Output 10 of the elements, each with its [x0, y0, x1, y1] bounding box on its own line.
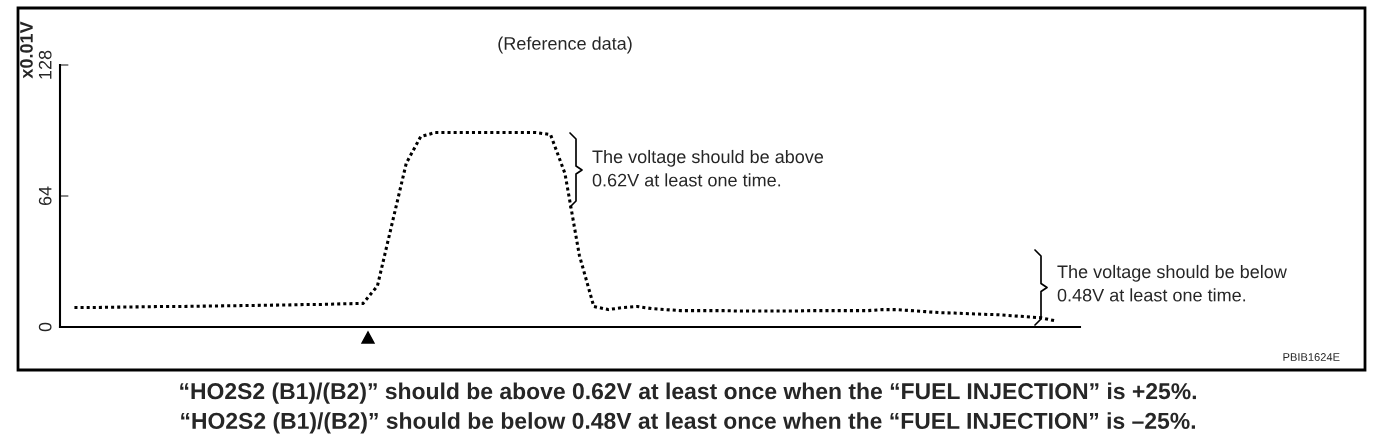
line-series [72, 131, 1057, 323]
y-tick-label: 64 [38, 186, 52, 206]
text: “HO2S2 (B1)/(B2)” should be above 0.62V at least once when the “FUEL INJECTION” is +25%. “HO2S2 (B1)/(B2)” should be below 0.48V at least once when the “FUEL INJECTION” is –25%. [180, 382, 1196, 434]
annotation: The voltage should be below 0.48V at least one time. [1057, 264, 1287, 302]
chart-title: (Reference data) [498, 36, 632, 54]
y-tick-label: 0 [38, 322, 52, 332]
y-tick-label: 128 [38, 50, 52, 79]
text: PBIB1624E [1283, 353, 1340, 361]
y-axis-title: x0.01V [20, 21, 33, 79]
annotation: The voltage should be above 0.62V at least one time. [592, 149, 824, 187]
